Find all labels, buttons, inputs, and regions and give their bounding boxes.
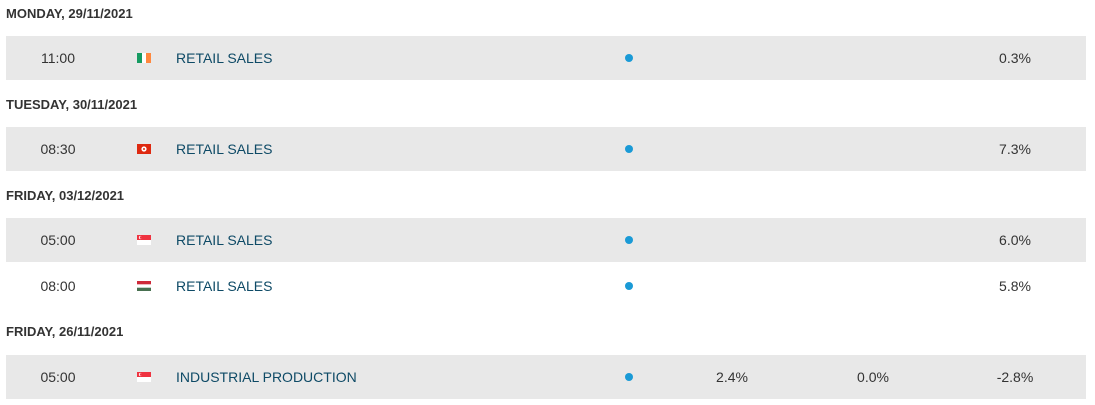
date-header: TUESDAY, 30/11/2021	[6, 97, 138, 112]
event-row[interactable]: 11:00 RETAIL SALES 0.3%	[6, 36, 1086, 80]
event-row[interactable]: 08:00 RETAIL SALES 5.8%	[6, 264, 1086, 308]
event-row[interactable]: 05:00 RETAIL SALES 6.0%	[6, 218, 1086, 262]
previous: -2.8%	[996, 369, 1034, 385]
date-header: FRIDAY, 03/12/2021	[6, 188, 125, 203]
event-name[interactable]: RETAIL SALES	[176, 50, 273, 66]
date-header: FRIDAY, 26/11/2021	[6, 324, 124, 339]
time: 05:00	[40, 232, 76, 248]
flag	[137, 235, 151, 245]
importance-dot	[625, 54, 633, 62]
importance-dot	[625, 145, 633, 153]
previous: 5.8%	[999, 278, 1031, 294]
flag	[137, 53, 151, 63]
event-name[interactable]: RETAIL SALES	[176, 278, 273, 294]
event-row[interactable]: 08:30 RETAIL SALES 7.3%	[6, 127, 1086, 171]
event-row[interactable]: 05:00 INDUSTRIAL PRODUCTION 2.4% 0.0% -2…	[6, 355, 1086, 399]
importance-dot	[625, 373, 633, 381]
flag	[137, 372, 151, 382]
importance-dot	[625, 236, 633, 244]
previous: 7.3%	[999, 141, 1031, 157]
importance-dot	[625, 282, 633, 290]
time: 08:30	[40, 141, 76, 157]
time: 11:00	[41, 50, 75, 66]
previous: 0.3%	[999, 50, 1031, 66]
event-name[interactable]: RETAIL SALES	[176, 141, 273, 157]
actual: 2.4%	[716, 369, 748, 385]
event-name[interactable]: INDUSTRIAL PRODUCTION	[176, 369, 357, 385]
event-name[interactable]: RETAIL SALES	[176, 232, 273, 248]
flag	[137, 144, 151, 154]
time: 05:00	[40, 369, 76, 385]
time: 08:00	[40, 278, 76, 294]
forecast: 0.0%	[857, 369, 889, 385]
previous: 6.0%	[999, 232, 1031, 248]
flag	[137, 281, 151, 291]
date-header: MONDAY, 29/11/2021	[6, 6, 133, 21]
